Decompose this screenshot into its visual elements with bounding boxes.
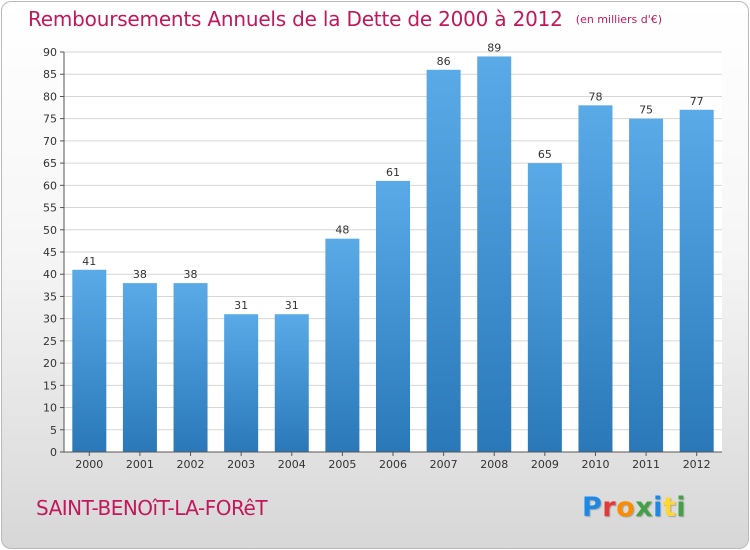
chart-title: Remboursements Annuels de la Dette de 20… [28,7,563,31]
x-tick-label: 2009 [531,458,559,471]
y-tick-label: 70 [43,135,57,148]
x-tick-label: 2002 [177,458,205,471]
x-tick-label: 2004 [278,458,306,471]
proxiti-logo[interactable]: Proxiti [582,492,686,523]
bar-2004 [274,314,309,452]
x-tick-label: 2000 [75,458,103,471]
bar-2011 [629,118,664,453]
data-label: 65 [538,148,552,161]
y-tick-label: 25 [43,335,57,348]
y-tick-label: 35 [43,290,57,303]
data-label: 75 [639,104,653,117]
logo-letter: i [653,492,663,523]
y-tick-label: 50 [43,224,57,237]
bar-2002 [173,283,208,452]
y-tick-label: 5 [50,424,57,437]
x-tick-label: 2003 [227,458,255,471]
y-tick-label: 10 [43,402,57,415]
x-tick-labels: 2000 2001 2002 2003 2004 2005 2006 2007 2008 2009… [75,458,710,471]
x-tick-label: 2008 [480,458,508,471]
y-tick-label: 40 [43,268,57,281]
y-tick-label: 75 [43,113,57,126]
y-tick-labels: 0 5 10 15 20 25 30 35 40 45 50 55 60 65 70 75 80 85 90 [43,46,57,459]
data-label: 38 [184,268,198,281]
logo-letter: o [616,492,636,523]
y-tick-label: 30 [43,313,57,326]
bar-2007 [426,69,461,453]
data-labels: 41 38 38 31 31 48 61 86 89 65 78 75 77 [82,41,703,312]
axes [60,51,722,456]
bars-group [72,56,714,453]
bar-2012 [679,109,714,453]
data-label: 31 [285,299,299,312]
y-tick-label: 80 [43,90,57,103]
bar-2009 [527,163,562,452]
logo-letter: t [662,492,677,523]
chart-unit: (en milliers d'€) [575,13,663,26]
data-label: 78 [588,90,602,103]
bar-2000 [72,269,107,452]
bar-2003 [224,314,259,452]
y-tick-label: 65 [43,157,57,170]
y-tick-label: 55 [43,202,57,215]
logo-letter: r [602,492,617,523]
x-tick-label: 2007 [430,458,458,471]
x-tick-label: 2005 [328,458,356,471]
y-tick-label: 0 [50,446,57,459]
data-label: 86 [437,55,451,68]
data-label: 48 [335,224,349,237]
x-tick-label: 2012 [683,458,711,471]
y-tick-label: 45 [43,246,57,259]
data-label: 61 [386,166,400,179]
bar-2010 [578,105,613,452]
y-tick-label: 15 [43,379,57,392]
data-label: 41 [82,255,96,268]
y-tick-label: 20 [43,357,57,370]
bar-2001 [122,283,157,452]
title-row: Remboursements Annuels de la Dette de 20… [28,7,662,31]
y-tick-label: 90 [43,46,57,59]
y-tick-label: 85 [43,68,57,81]
x-tick-label: 2006 [379,458,407,471]
data-label: 38 [133,268,147,281]
bar-2008 [477,56,512,452]
x-tick-label: 2001 [126,458,154,471]
bar-2005 [325,238,360,452]
bar-2006 [376,180,410,452]
logo-letter: x [635,492,654,523]
data-label: 31 [234,299,248,312]
x-tick-label: 2010 [581,458,609,471]
logo-letter: P [582,492,603,523]
data-label: 89 [487,41,501,54]
data-label: 77 [690,95,704,108]
logo-letter: i [676,492,687,523]
x-tick-label: 2011 [632,458,660,471]
y-tick-label: 60 [43,179,57,192]
place-name: SAINT-BENOîT-LA-FORêT [36,496,268,520]
